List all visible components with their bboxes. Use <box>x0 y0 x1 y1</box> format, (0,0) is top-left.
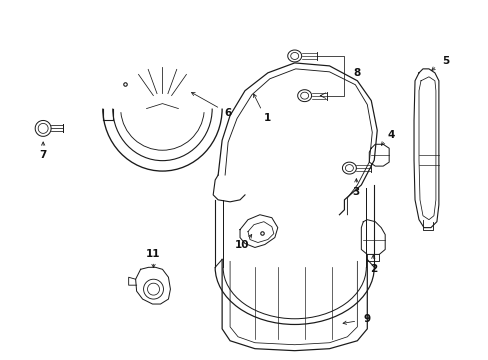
Text: 9: 9 <box>363 314 370 324</box>
Text: 11: 11 <box>146 249 161 260</box>
Text: 2: 2 <box>369 264 376 274</box>
Text: 10: 10 <box>234 240 249 251</box>
Text: 4: 4 <box>386 130 394 140</box>
Text: 3: 3 <box>352 187 359 197</box>
Text: 1: 1 <box>264 113 271 123</box>
Text: 7: 7 <box>40 150 47 160</box>
Text: 5: 5 <box>441 56 448 66</box>
Text: 8: 8 <box>353 68 360 78</box>
Text: 6: 6 <box>224 108 231 117</box>
